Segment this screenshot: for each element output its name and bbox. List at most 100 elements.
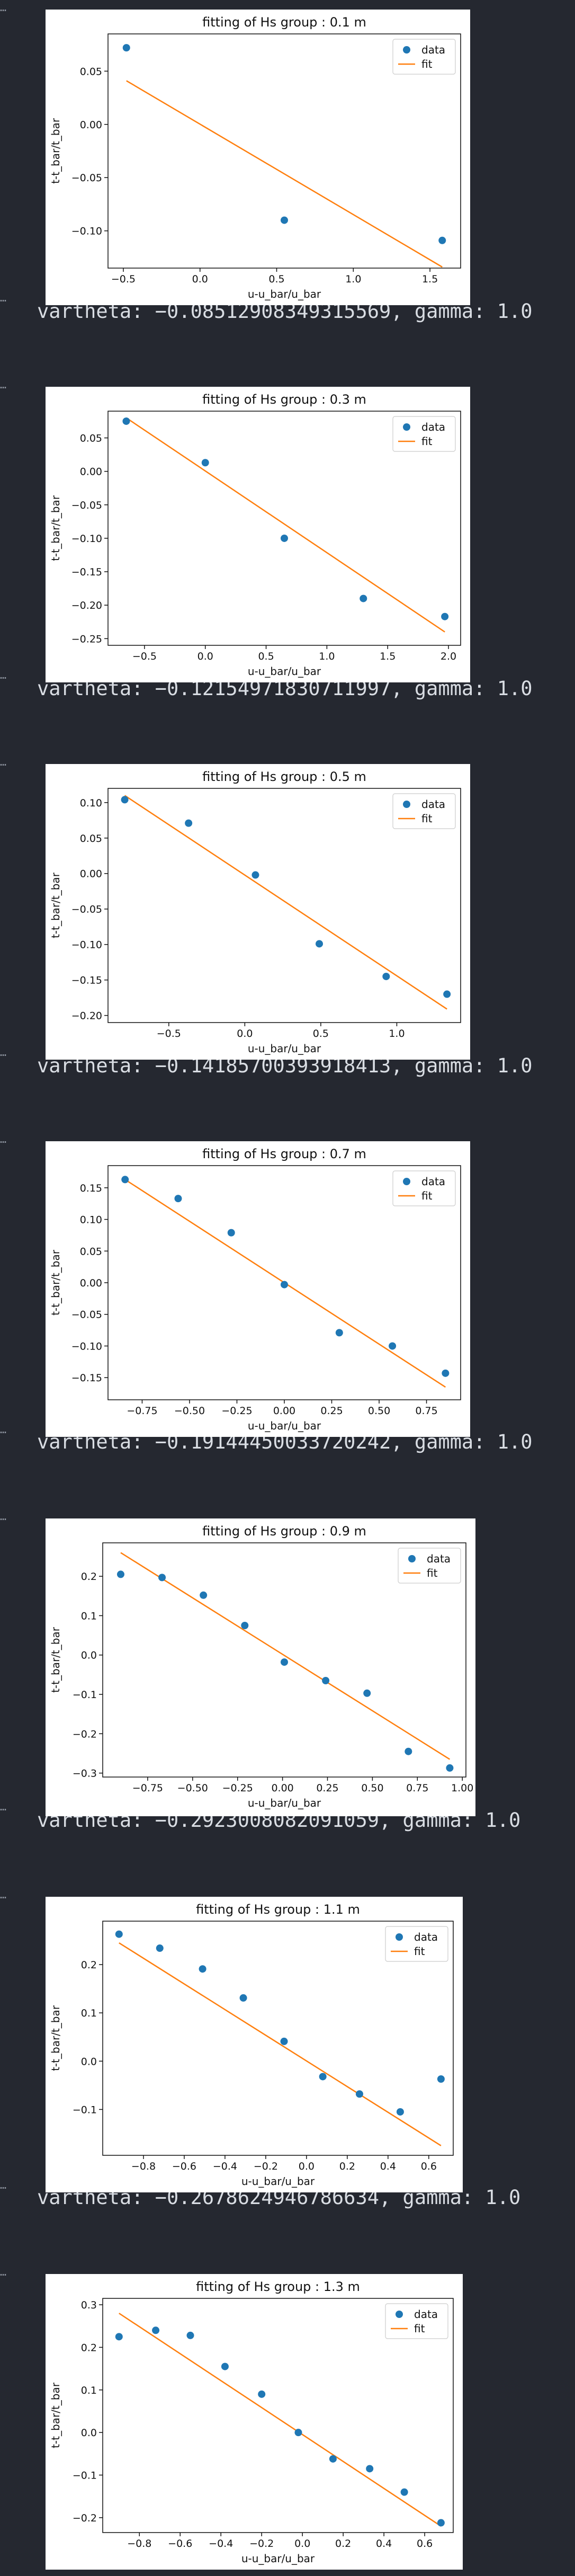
cell-output-marker: … — [0, 291, 7, 304]
data-point — [201, 459, 209, 467]
x-tick-label: 0.0 — [294, 2538, 310, 2550]
data-point — [280, 2037, 288, 2045]
x-tick-label: 0.50 — [368, 1405, 390, 1417]
x-tick-label: −0.8 — [127, 2538, 151, 2550]
data-point — [396, 2108, 404, 2116]
cell-output-marker: … — [0, 1133, 7, 1145]
scatter-chart: fitting of Hs group : 1.1 m −0.8 −0.6 −0.4 −… — [49, 1902, 454, 2188]
y-tick-label: −0.20 — [71, 600, 102, 611]
y-tick-label: −0.10 — [71, 533, 102, 545]
x-tick-label: −0.5 — [132, 651, 157, 662]
legend-data-label: data — [414, 1931, 438, 1943]
x-tick-label: −0.25 — [222, 1782, 253, 1794]
data-point — [221, 2362, 229, 2370]
data-point — [329, 2455, 337, 2463]
legend-data-marker — [403, 46, 410, 54]
y-tick-label: −0.05 — [71, 1309, 102, 1321]
legend-data-label: data — [421, 43, 445, 56]
scatter-chart: fitting of Hs group : 0.1 m −0.5 0.0 0.5 1.0… — [49, 15, 461, 300]
x-tick-label: 1.0 — [319, 651, 335, 662]
y-tick-label: 0.3 — [81, 2299, 97, 2311]
chart-title: fitting of Hs group : 0.5 m — [202, 769, 366, 784]
data-point — [115, 2333, 123, 2341]
y-tick-label: −0.1 — [73, 2104, 97, 2116]
y-tick-label: 0.0 — [81, 2056, 97, 2067]
data-point — [239, 1994, 247, 2002]
axes-frame — [102, 1542, 466, 1778]
y-tick-label: −0.25 — [71, 633, 102, 645]
scatter-chart: fitting of Hs group : 1.3 m −0.8 −0.6 −0.4 −… — [49, 2279, 454, 2565]
y-tick-label: 0.05 — [80, 433, 102, 445]
x-tick-label: 0.50 — [361, 1782, 383, 1794]
x-tick-label: 1.0 — [389, 1028, 405, 1040]
cell-output-marker: … — [0, 2179, 7, 2191]
x-tick-label: 1.0 — [345, 273, 361, 285]
y-tick-label: 0.2 — [81, 1959, 97, 1971]
data-point — [437, 2075, 445, 2083]
data-point — [199, 1965, 206, 1973]
fit-line — [124, 795, 447, 1010]
y-tick-label: −0.1 — [73, 2470, 97, 2482]
x-tick-label: 1.00 — [451, 1782, 473, 1794]
data-point — [258, 2390, 266, 2398]
x-tick-label: 0.0 — [299, 2161, 315, 2172]
y-tick-label: 0.00 — [80, 868, 102, 880]
y-tick-label: −0.2 — [73, 1728, 97, 1740]
data-point — [322, 1677, 330, 1684]
data-point — [122, 44, 130, 52]
chart-title: fitting of Hs group : 0.7 m — [202, 1147, 366, 1161]
data-point — [355, 2090, 363, 2098]
data-point — [441, 612, 449, 620]
x-tick-label: −0.5 — [157, 1028, 181, 1040]
data-point — [241, 1622, 249, 1629]
y-tick-label: −0.10 — [71, 1340, 102, 1352]
y-tick-label: −0.15 — [71, 975, 102, 987]
x-tick-label: 0.0 — [237, 1028, 253, 1040]
axes-frame — [107, 1165, 461, 1400]
data-point — [115, 1930, 123, 1938]
fit-line — [125, 417, 445, 633]
cell-output-marker: … — [0, 669, 7, 681]
x-tick-label: −0.6 — [168, 2538, 192, 2550]
y-tick-label: 0.00 — [80, 119, 102, 131]
axes-frame — [107, 33, 461, 269]
data-point — [281, 216, 288, 224]
chart-title: fitting of Hs group : 1.3 m — [196, 2279, 360, 2294]
data-point — [363, 1689, 371, 1697]
x-tick-label: 0.25 — [320, 1405, 343, 1417]
x-axis-label: u-u_bar/u_bar — [248, 1042, 321, 1055]
legend-data-marker — [403, 801, 410, 808]
y-axis-label: t-t_bar/t_bar — [49, 1627, 62, 1693]
data-point — [360, 594, 367, 602]
y-tick-label: 0.2 — [81, 1571, 97, 1583]
legend-data-marker — [403, 423, 410, 431]
legend-fit-label: fit — [421, 435, 433, 448]
legend-fit-label: fit — [414, 2322, 425, 2335]
chart-title: fitting of Hs group : 0.1 m — [202, 15, 366, 30]
x-tick-label: −0.6 — [172, 2161, 196, 2172]
x-tick-label: −0.50 — [174, 1405, 205, 1417]
x-tick-label: 0.5 — [258, 651, 274, 662]
x-axis-label: u-u_bar/u_bar — [248, 665, 321, 678]
data-point — [227, 1229, 235, 1237]
data-point — [405, 1747, 412, 1755]
x-tick-label: 0.00 — [271, 1782, 293, 1794]
axes-frame — [107, 411, 461, 646]
y-tick-label: 0.2 — [81, 2342, 97, 2353]
cell-output-marker: … — [0, 2266, 7, 2278]
x-tick-label: 0.6 — [421, 2161, 437, 2172]
data-point — [319, 2073, 327, 2081]
y-tick-label: −0.15 — [71, 1372, 102, 1384]
x-tick-label: 0.0 — [192, 273, 208, 285]
legend-data-label: data — [421, 798, 445, 811]
legend-fit-label: fit — [421, 812, 433, 825]
data-point — [156, 1944, 164, 1952]
plot-figure: fitting of Hs group : 0.9 m −0.75 −0.50 −0.… — [46, 1518, 475, 1816]
legend-fit-label: fit — [414, 1945, 425, 1958]
y-tick-label: 0.1 — [81, 2385, 97, 2396]
x-tick-label: −0.2 — [249, 2538, 274, 2550]
axes-frame — [102, 1921, 454, 2156]
data-point — [281, 534, 288, 542]
plot-figure: fitting of Hs group : 1.1 m −0.8 −0.6 −0.4 −… — [46, 1897, 463, 2192]
legend-fit-label: fit — [427, 1567, 438, 1579]
